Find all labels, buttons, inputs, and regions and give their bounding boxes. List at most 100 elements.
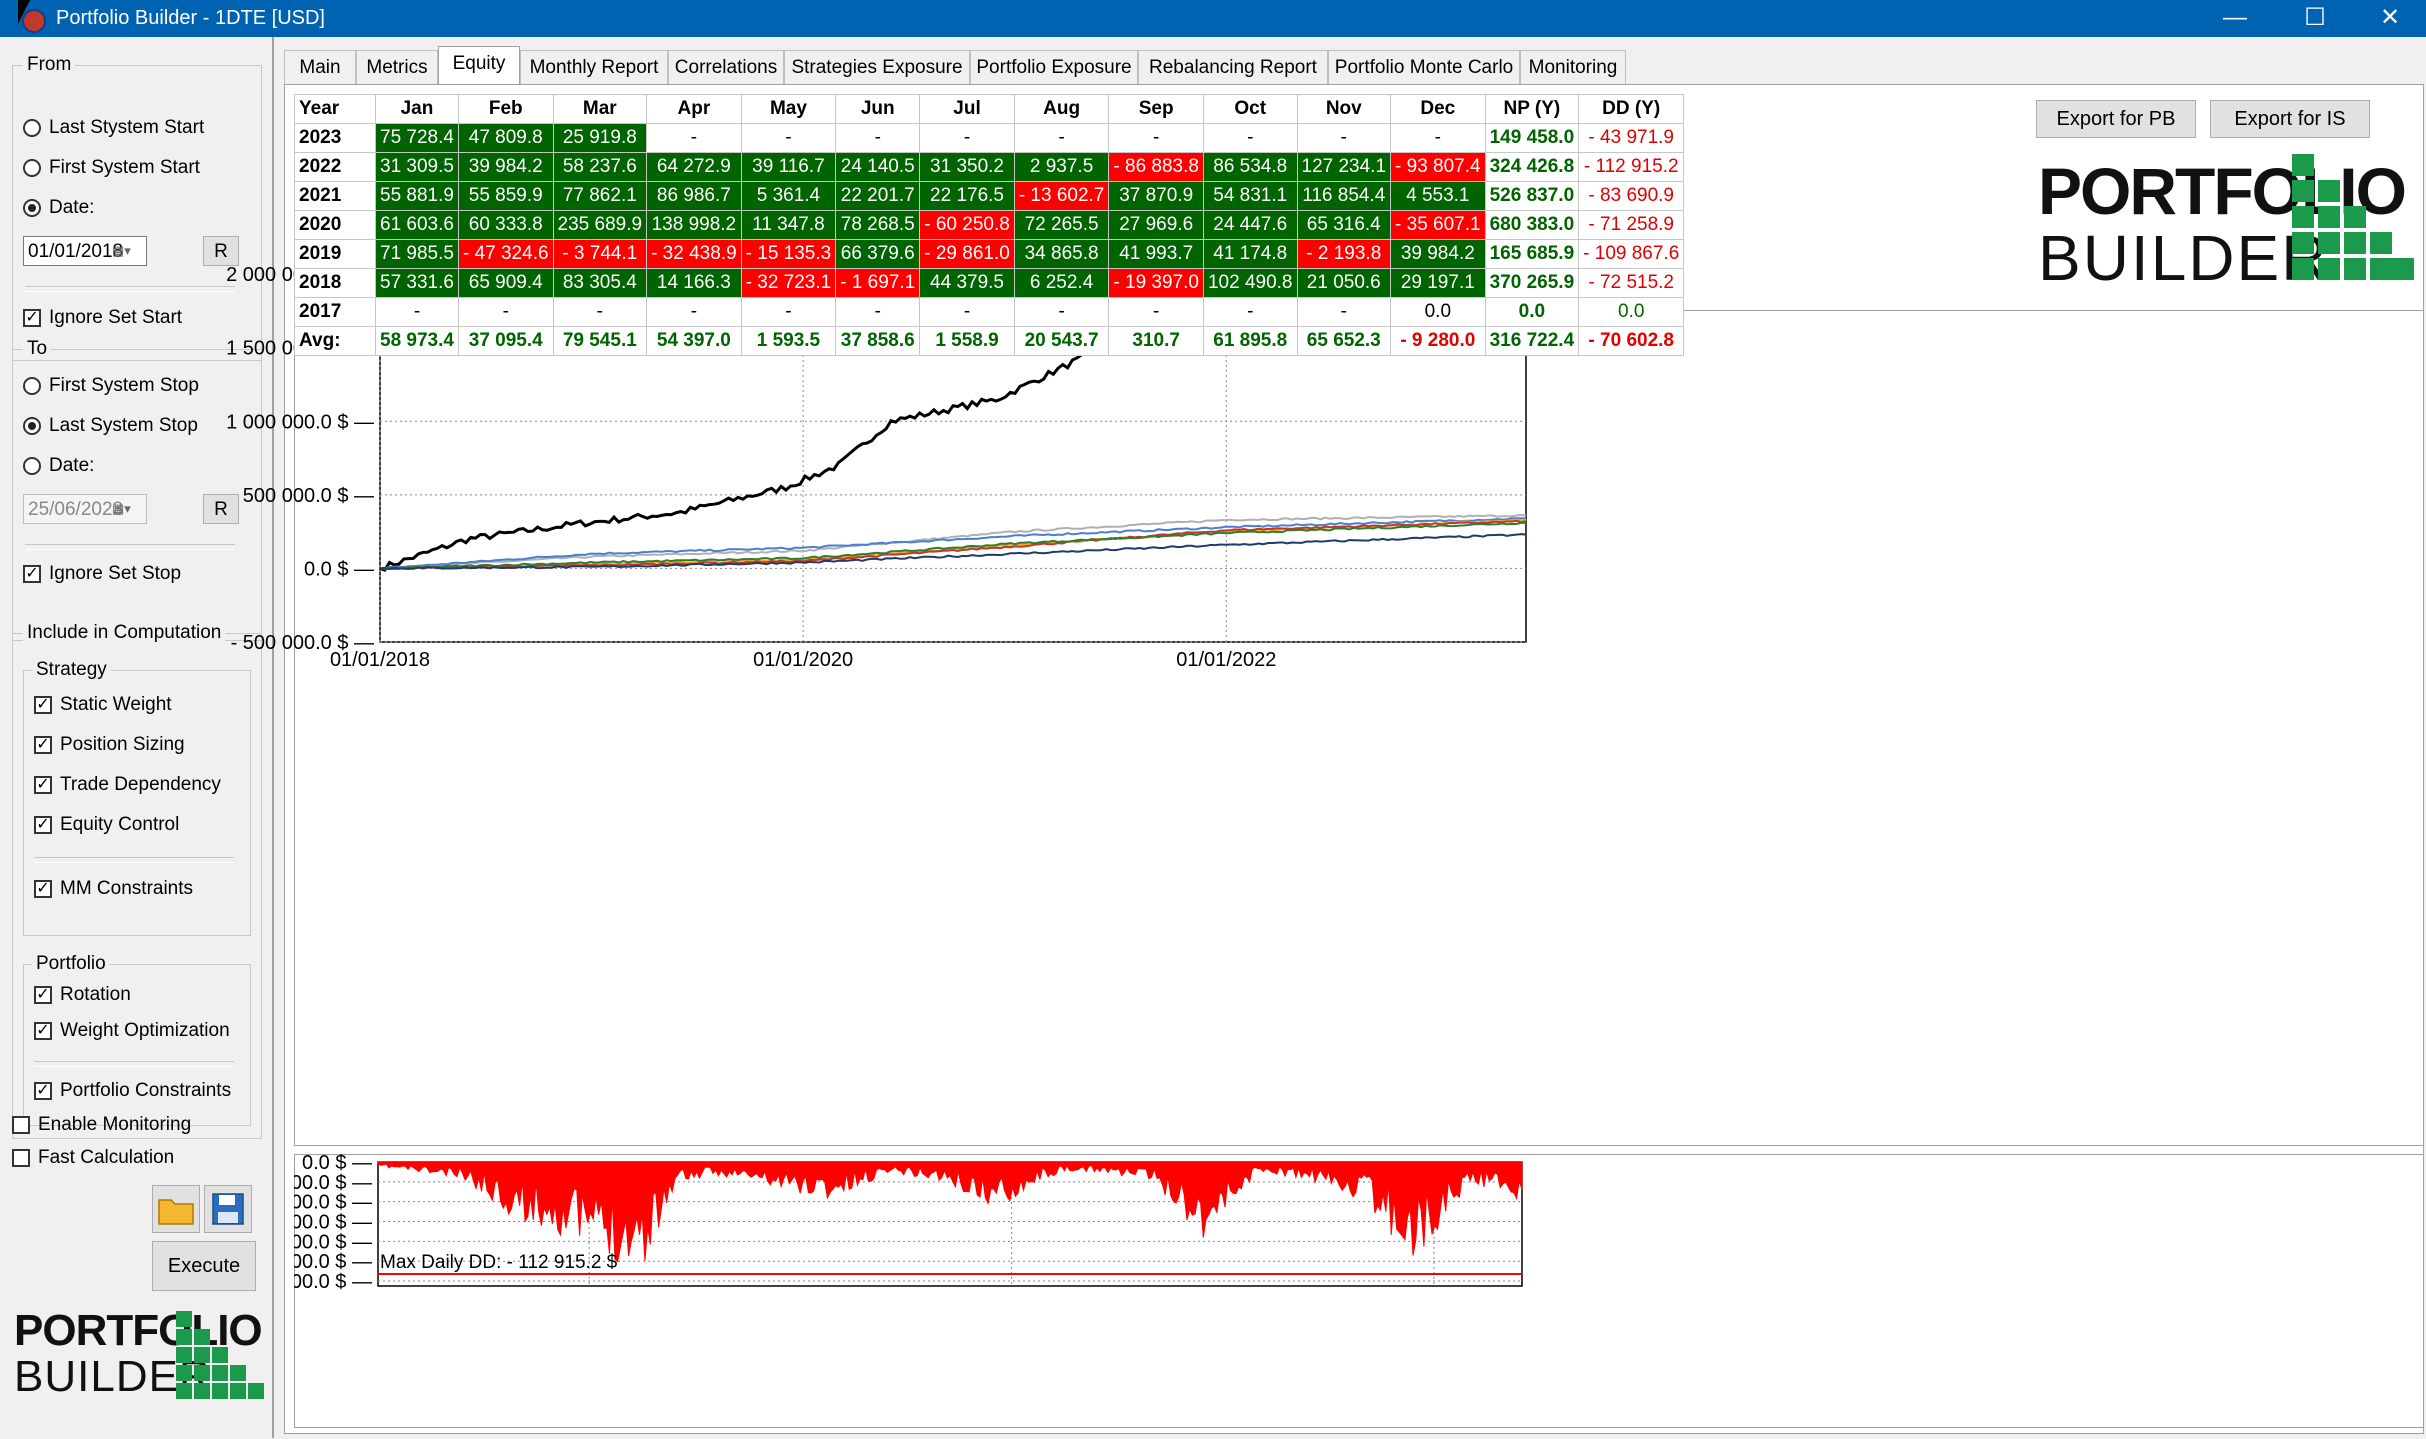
equity-control-label: Equity Control [60,814,180,835]
checkbox-checked-icon: ✓ [34,815,52,834]
tab-monitoring[interactable]: Monitoring [1520,50,1626,84]
table-cell: 61 603.6 [375,210,459,240]
checkbox-checked-icon: ✓ [23,564,41,583]
maximize-button[interactable]: ☐ [2304,4,2326,31]
portfolio-title: Portfolio [32,953,110,975]
close-button[interactable]: ✕ [2379,4,2401,31]
table-header-sep: Sep [1108,94,1204,124]
table-cell: 102 490.8 [1202,268,1298,298]
equity-control-checkbox[interactable]: ✓ Equity Control [34,813,179,837]
table-cell-avg: 79 545.1 [552,326,648,356]
portfolio-separator [34,1061,234,1067]
minimize-button[interactable]: — [2223,4,2247,31]
weight-optimization-checkbox[interactable]: ✓ Weight Optimization [34,1019,230,1043]
table-cell: - [375,297,459,327]
table-cell: - 32 438.9 [646,239,742,269]
monthly-returns-table: Year Jan Feb Mar Apr May Jun Jul Aug Sep Oct Nov Dec… [294,94,1685,356]
table-cell: 55 859.9 [457,181,554,211]
equity-y-tick-label: 1 000 000.0 $ — [226,411,374,433]
radio-icon [23,158,41,177]
tab-portfolio-monte-carlo[interactable]: Portfolio Monte Carlo [1328,50,1520,84]
to-date-picker: 25/06/2023 ▦▾ [23,494,147,524]
equity-series-line [379,513,1527,570]
weight-optimization-label: Weight Optimization [60,1020,230,1041]
tab-portfolio-exposure[interactable]: Portfolio Exposure [970,50,1138,84]
position-sizing-checkbox[interactable]: ✓ Position Sizing [34,733,185,757]
enable-monitoring-checkbox[interactable]: Enable Monitoring [12,1113,191,1137]
table-cell: 14 166.3 [646,268,742,298]
table-cell: - [919,297,1015,327]
table-cell: 41 174.8 [1202,239,1298,269]
from-separator [25,286,235,292]
table-cell-avg: 1 593.5 [740,326,837,356]
table-cell-avg: 316 722.4 [1484,326,1580,356]
table-cell-year: 2021 [294,181,376,211]
table-cell-avg: 37 858.6 [835,326,921,356]
last-system-start-radio[interactable]: Last Stystem Start [23,116,204,140]
export-is-button[interactable]: Export for IS [2210,100,2370,138]
table-cell: 0.0 [1390,297,1486,327]
radio-selected-icon [23,416,41,435]
table-cell: - 15 135.3 [740,239,837,269]
tab-correlations[interactable]: Correlations [668,50,784,84]
table-cell-dd: - 112 915.2 [1578,152,1685,182]
open-folder-button[interactable] [152,1185,200,1233]
table-cell: 31 350.2 [919,152,1015,182]
table-cell: - [646,123,742,153]
save-button[interactable] [204,1185,252,1233]
checkbox-checked-icon: ✓ [34,775,52,794]
from-date-radio[interactable]: Date: [23,196,94,220]
table-header-jul: Jul [919,94,1015,124]
table-cell-year: 2017 [294,297,376,327]
radio-icon [23,376,41,395]
table-header-jun: Jun [835,94,921,124]
first-system-start-label: First System Start [49,157,200,178]
table-header-may: May [740,94,837,124]
last-system-stop-radio[interactable]: Last System Stop [23,414,198,438]
table-header-np-y: NP (Y) [1484,94,1580,124]
tab-metrics[interactable]: Metrics [356,50,438,84]
table-cell-avg: 65 652.3 [1296,326,1392,356]
title-bar: Portfolio Builder - 1DTE [USD] — ☐ ✕ [0,0,2426,37]
table-cell-avg: 20 543.7 [1013,326,1110,356]
checkbox-checked-icon: ✓ [34,1021,52,1040]
from-reset-button[interactable]: R [203,236,239,266]
max-drawdown-annotation: Max Daily DD: - 112 915.2 $ [380,1252,618,1273]
table-cell: 29 197.1 [1390,268,1486,298]
ignore-set-start-checkbox[interactable]: ✓ Ignore Set Start [23,306,182,330]
calendar-dropdown-icon[interactable]: ▦▾ [112,243,131,258]
tab-rebalancing-report[interactable]: Rebalancing Report [1138,50,1328,84]
equity-x-tick-label: 01/01/2018 [330,649,430,671]
execute-button[interactable]: Execute [152,1241,256,1291]
floppy-disk-icon [212,1193,244,1225]
portfolio-constraints-checkbox[interactable]: ✓ Portfolio Constraints [34,1079,231,1103]
trade-dependency-checkbox[interactable]: ✓ Trade Dependency [34,773,221,797]
include-title: Include in Computation [23,622,226,644]
fast-calculation-checkbox[interactable]: Fast Calculation [12,1146,174,1170]
checkbox-checked-icon: ✓ [34,985,52,1004]
tab-equity[interactable]: Equity [438,46,520,86]
to-reset-button[interactable]: R [203,494,239,524]
ignore-set-stop-checkbox[interactable]: ✓ Ignore Set Stop [23,562,181,586]
rotation-checkbox[interactable]: ✓ Rotation [34,983,131,1007]
drawdown-y-tick-label: - 20 000.0 $ — [294,1172,372,1194]
table-cell: 75 728.4 [375,123,459,153]
table-row: 2019 71 985.5- 47 324.6- 3 744.1- 32 438.… [294,239,1685,269]
first-system-stop-radio[interactable]: First System Stop [23,374,199,398]
tab-main[interactable]: Main [284,50,356,84]
table-cell: 5 361.4 [740,181,837,211]
table-cell: 24 140.5 [835,152,921,182]
export-pb-button[interactable]: Export for PB [2036,100,2196,138]
first-system-start-radio[interactable]: First System Start [23,156,200,180]
strategy-separator [34,857,234,863]
table-cell: - [1202,297,1298,327]
table-cell: - 47 324.6 [457,239,554,269]
tab-monthly-report[interactable]: Monthly Report [520,50,668,84]
to-date-radio[interactable]: Date: [23,454,94,478]
mm-constraints-checkbox[interactable]: ✓ MM Constraints [34,877,193,901]
from-date-picker[interactable]: 01/01/2018 ▦▾ [23,236,147,266]
portfolio-constraints-label: Portfolio Constraints [60,1080,232,1101]
tab-strategies-exposure[interactable]: Strategies Exposure [784,50,970,84]
static-weight-checkbox[interactable]: ✓ Static Weight [34,693,172,717]
table-cell-np: 165 685.9 [1484,239,1580,269]
